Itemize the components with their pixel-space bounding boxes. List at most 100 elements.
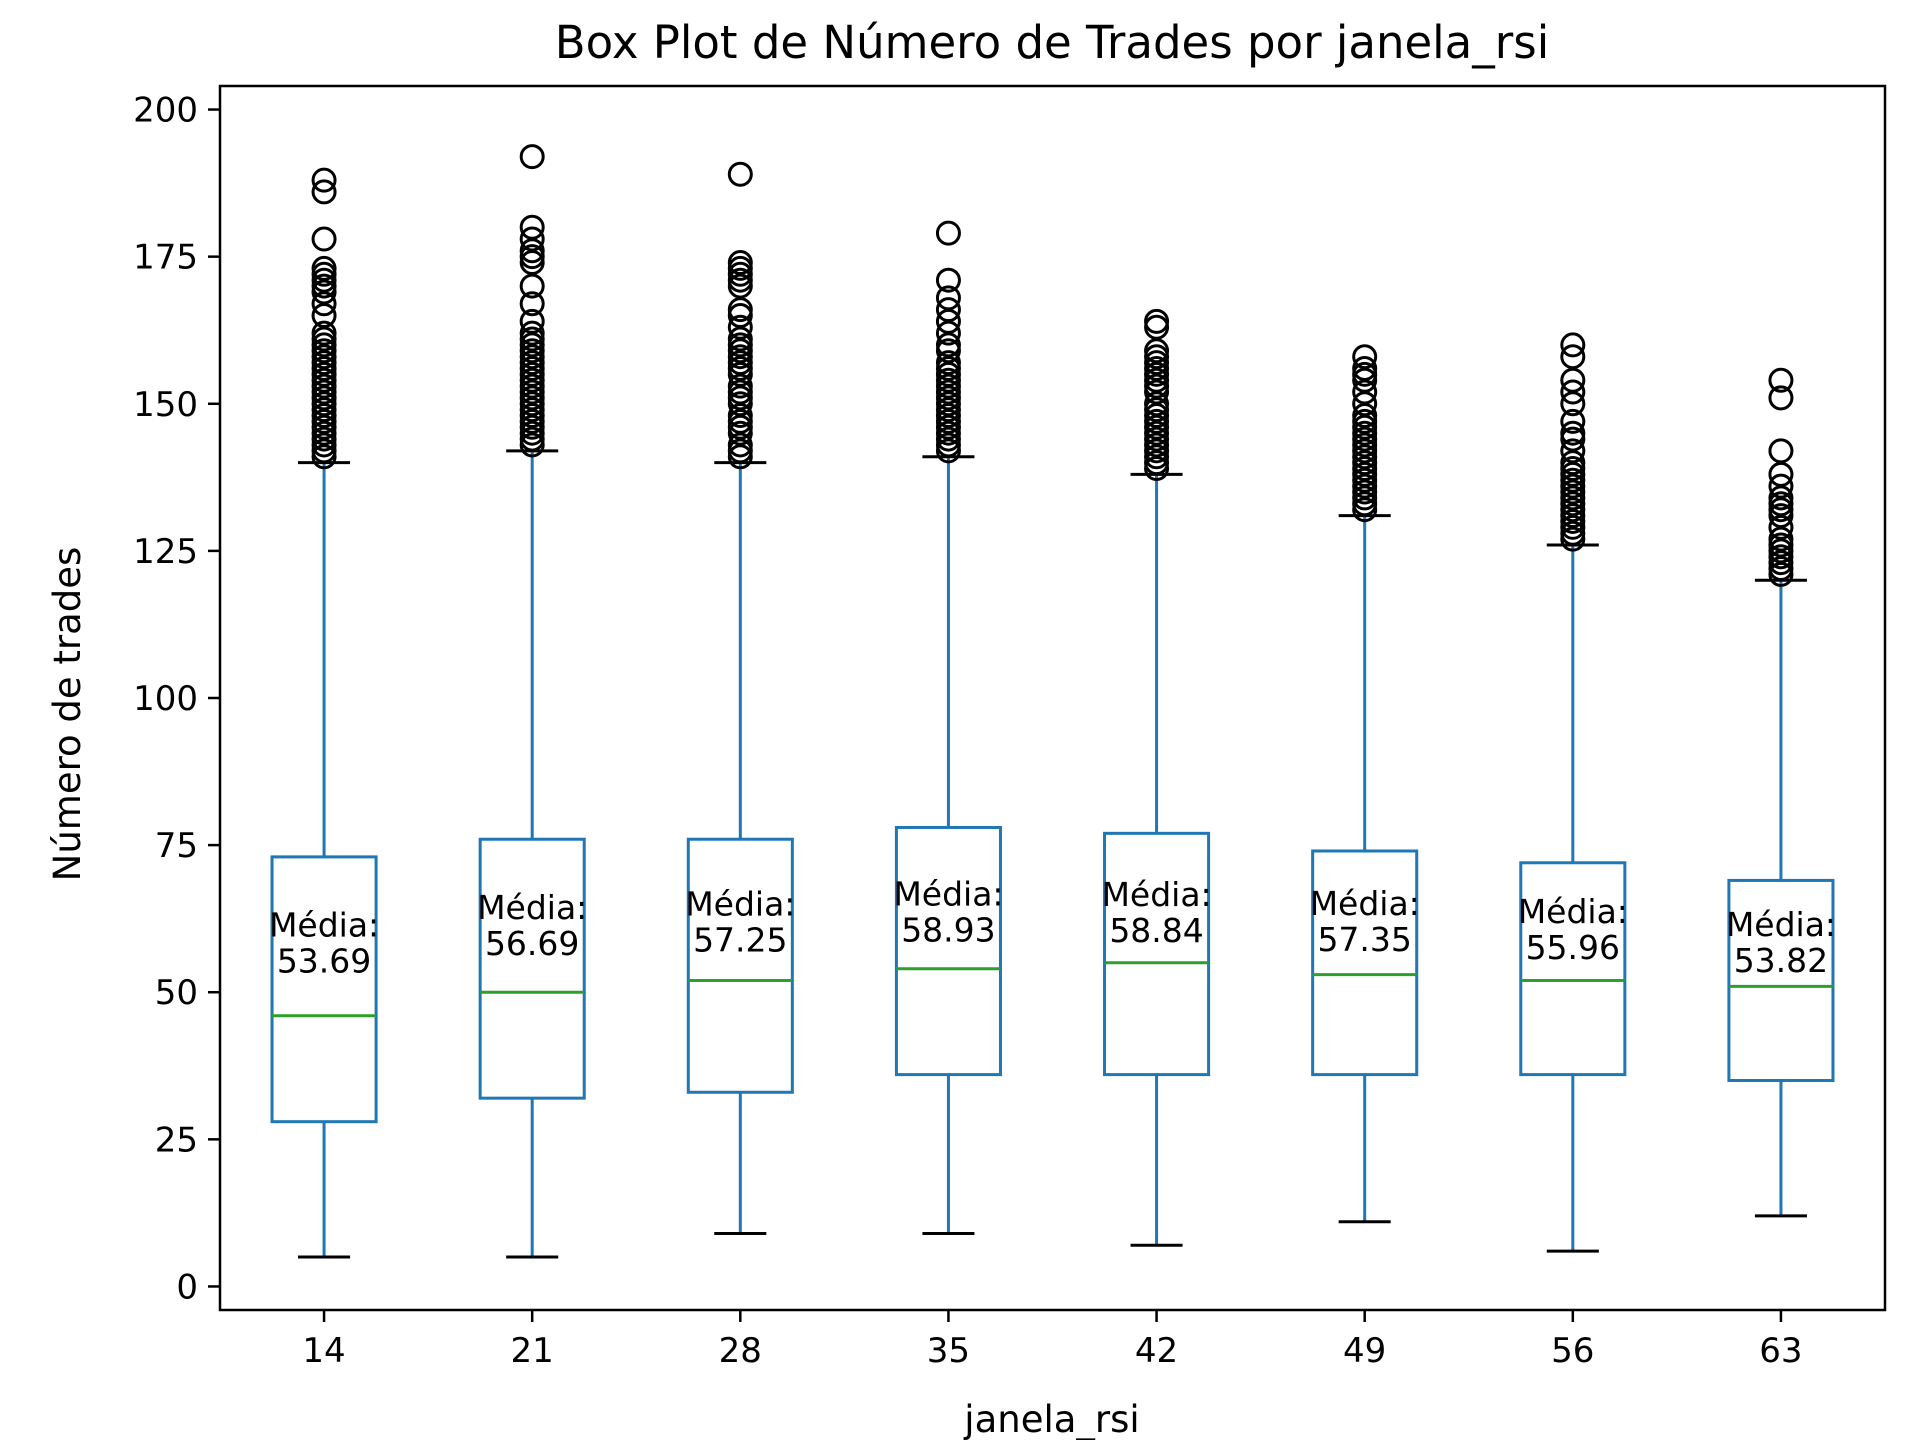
y-tick-label: 150 bbox=[133, 385, 198, 425]
outlier-point bbox=[1768, 461, 1794, 487]
mean-annotation-value: 55.96 bbox=[1526, 928, 1620, 967]
box-iqr bbox=[478, 837, 586, 1100]
axes-frame bbox=[218, 84, 1887, 1312]
box-iqr bbox=[894, 825, 1002, 1077]
outlier-point bbox=[519, 291, 545, 317]
outlier-point bbox=[1144, 391, 1170, 417]
outlier-point bbox=[1560, 332, 1586, 358]
outlier-point bbox=[1144, 338, 1170, 364]
outlier-point bbox=[1560, 379, 1586, 405]
y-tick-label: 125 bbox=[133, 532, 198, 572]
outlier-point bbox=[1352, 344, 1378, 370]
axes: 0 25 50 75 100 125 150 175 200 14 21 28 35 42 49 56 63 bbox=[133, 84, 1887, 1371]
mean-annotation-label: Média: bbox=[1310, 884, 1420, 923]
y-tick-label: 50 bbox=[155, 973, 198, 1013]
mean-annotation-value: 53.82 bbox=[1734, 941, 1828, 980]
y-tick-label: 25 bbox=[155, 1120, 198, 1160]
outlier-point bbox=[727, 250, 753, 276]
x-tick-label: 35 bbox=[927, 1331, 970, 1371]
mean-annotation-value: 58.93 bbox=[901, 911, 995, 950]
outlier-point bbox=[1560, 367, 1586, 393]
outlier-point bbox=[1560, 344, 1586, 370]
box-iqr bbox=[1311, 849, 1419, 1077]
y-tick-label: 175 bbox=[133, 238, 198, 278]
mean-annotation-value: 56.69 bbox=[485, 924, 579, 963]
outlier-point bbox=[935, 308, 961, 334]
outlier-point bbox=[935, 320, 961, 346]
y-tick-label: 0 bbox=[176, 1267, 198, 1307]
outlier-point bbox=[1768, 385, 1794, 411]
box-group-14: Média:53.69 bbox=[269, 167, 379, 1259]
outlier-point bbox=[935, 332, 961, 358]
mean-annotation-label: Média: bbox=[1101, 875, 1211, 914]
box-group-63: Média:53.82 bbox=[1726, 367, 1836, 1218]
outlier-point bbox=[1352, 391, 1378, 417]
outlier-point bbox=[1352, 379, 1378, 405]
outlier-point bbox=[311, 320, 337, 346]
x-tick-label: 56 bbox=[1551, 1331, 1594, 1371]
box-iqr bbox=[1103, 831, 1211, 1077]
outlier-point bbox=[1768, 367, 1794, 393]
outlier-point bbox=[727, 326, 753, 352]
mean-annotation-value: 53.69 bbox=[277, 942, 371, 981]
box-iqr bbox=[686, 837, 794, 1094]
outlier-point bbox=[1560, 450, 1586, 476]
outlier-point bbox=[935, 220, 961, 246]
mean-annotation-label: Média: bbox=[685, 885, 795, 924]
mean-annotation-label: Média: bbox=[1726, 905, 1836, 944]
box-iqr bbox=[1727, 878, 1835, 1083]
outlier-point bbox=[1560, 408, 1586, 434]
outlier-point bbox=[727, 432, 753, 458]
outlier-point bbox=[1560, 420, 1586, 446]
y-tick-label: 200 bbox=[133, 91, 198, 131]
outlier-point bbox=[1768, 526, 1794, 552]
mean-annotation-value: 58.84 bbox=[1109, 911, 1203, 950]
outlier-point bbox=[1768, 514, 1794, 540]
box-group-42: Média:58.84 bbox=[1101, 308, 1212, 1247]
outlier-point bbox=[935, 350, 961, 376]
outlier-point bbox=[935, 267, 961, 293]
outlier-point bbox=[1560, 438, 1586, 464]
outlier-point bbox=[727, 314, 753, 340]
outlier-point bbox=[727, 297, 753, 323]
mean-annotation-value: 57.25 bbox=[693, 921, 787, 960]
outlier-point bbox=[311, 179, 337, 205]
outlier-point bbox=[519, 214, 545, 240]
mean-annotation-label: Média: bbox=[1518, 892, 1628, 931]
x-axis-label: janela_rsi bbox=[963, 1398, 1139, 1440]
outlier-point bbox=[1768, 438, 1794, 464]
outlier-point bbox=[519, 308, 545, 334]
outlier-point bbox=[727, 373, 753, 399]
mean-annotation-label: Média: bbox=[893, 875, 1003, 914]
x-tick-label: 49 bbox=[1343, 1331, 1386, 1371]
outlier-point bbox=[935, 285, 961, 311]
mean-annotation-value: 57.35 bbox=[1317, 920, 1411, 959]
outlier-point bbox=[519, 320, 545, 346]
box-iqr bbox=[270, 855, 378, 1124]
box-group-56: Média:55.96 bbox=[1518, 332, 1628, 1253]
x-tick-label: 42 bbox=[1135, 1331, 1178, 1371]
mean-annotation-label: Média: bbox=[477, 888, 587, 927]
y-axis-label: Número de trades bbox=[46, 547, 89, 882]
outlier-point bbox=[1352, 403, 1378, 429]
outlier-point bbox=[1768, 485, 1794, 511]
outlier-point bbox=[519, 273, 545, 299]
chart-title: Box Plot de Número de Trades por janela_… bbox=[555, 16, 1549, 69]
outlier-point bbox=[519, 226, 545, 252]
outlier-point bbox=[311, 303, 337, 328]
outlier-point bbox=[1352, 355, 1378, 381]
outlier-point bbox=[727, 161, 753, 187]
outlier-point bbox=[1144, 308, 1170, 334]
x-tick-label: 63 bbox=[1759, 1331, 1802, 1371]
outlier-point bbox=[519, 144, 545, 170]
box-group-49: Média:57.35 bbox=[1310, 344, 1420, 1224]
outlier-point bbox=[311, 167, 337, 193]
outlier-point bbox=[519, 238, 545, 264]
outlier-point bbox=[727, 403, 753, 429]
box-group-21: Média:56.69 bbox=[477, 144, 587, 1259]
x-tick-label: 28 bbox=[719, 1331, 762, 1371]
x-tick-label: 14 bbox=[302, 1331, 345, 1371]
outlier-point bbox=[311, 291, 337, 317]
